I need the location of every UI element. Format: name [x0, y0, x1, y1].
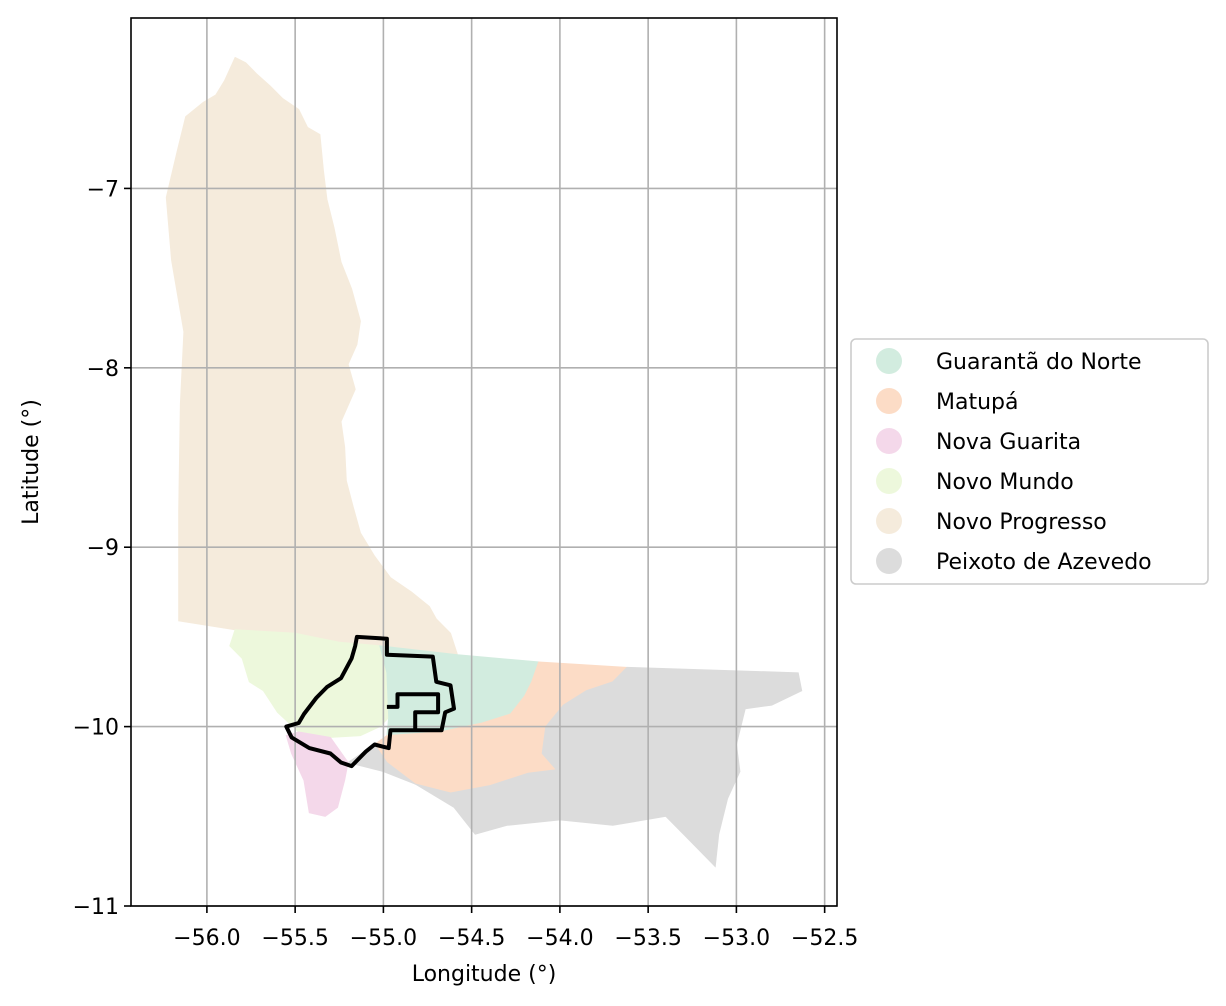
y-tick-label: −8 [87, 357, 119, 382]
x-tick-label: −55.5 [261, 926, 328, 951]
y-axis-ticks: −7 −8 −9 −10 −11 [73, 177, 131, 920]
x-tick-label: −55.0 [350, 926, 417, 951]
legend-marker-matupa [876, 388, 902, 414]
legend-items: Guarantã do Norte Matupá Nova Guarita Novo … [876, 348, 1152, 575]
region-novo-progresso [165, 56, 459, 656]
legend-marker-novo-progresso [876, 508, 902, 534]
plot-area [131, 18, 837, 907]
y-tick-label: −11 [73, 895, 119, 920]
legend-label-novo-progresso: Novo Progresso [936, 510, 1107, 535]
x-tick-label: −56.0 [173, 926, 240, 951]
legend-label-matupa: Matupá [936, 390, 1018, 415]
legend-frame [850, 338, 1209, 585]
y-tick-label: −7 [87, 177, 119, 202]
region-novo-mundo [229, 629, 390, 738]
x-tick-label: −54.0 [526, 926, 593, 951]
legend-marker-novo-mundo [876, 468, 902, 494]
x-tick-label: −53.0 [703, 926, 770, 951]
legend-marker-nova-guarita [876, 428, 902, 454]
y-axis-title: Latitude (°) [19, 399, 44, 525]
y-tick-label: −9 [87, 536, 119, 561]
legend-marker-guaranta-do-norte [876, 348, 902, 374]
y-tick-label: −10 [73, 716, 119, 741]
region-peixoto-de-azevedo [346, 666, 803, 868]
x-axis-title: Longitude (°) [412, 962, 557, 987]
boundary-outline [284, 634, 456, 769]
legend-marker-peixoto-de-azevedo [876, 548, 902, 574]
outline-boundary [284, 634, 456, 769]
legend-label-peixoto-de-azevedo: Peixoto de Azevedo [936, 550, 1152, 575]
plot-frame [130, 17, 838, 907]
x-axis-ticks: −56.0 −55.5 −55.0 −54.5 −54.0 −53.5 −53.0 −52.5 [173, 906, 858, 951]
outline-inner-boundary [386, 692, 441, 731]
x-tick-label: −54.5 [438, 926, 505, 951]
legend-label-guaranta-do-norte: Guarantã do Norte [936, 350, 1142, 375]
legend-label-novo-mundo: Novo Mundo [936, 470, 1074, 495]
x-tick-label: −52.5 [791, 926, 858, 951]
legend-label-nova-guarita: Nova Guarita [936, 430, 1081, 455]
legend: Guarantã do Norte Matupá Nova Guarita Novo … [850, 338, 1209, 585]
x-tick-label: −53.5 [614, 926, 681, 951]
municipality-regions [165, 56, 803, 868]
